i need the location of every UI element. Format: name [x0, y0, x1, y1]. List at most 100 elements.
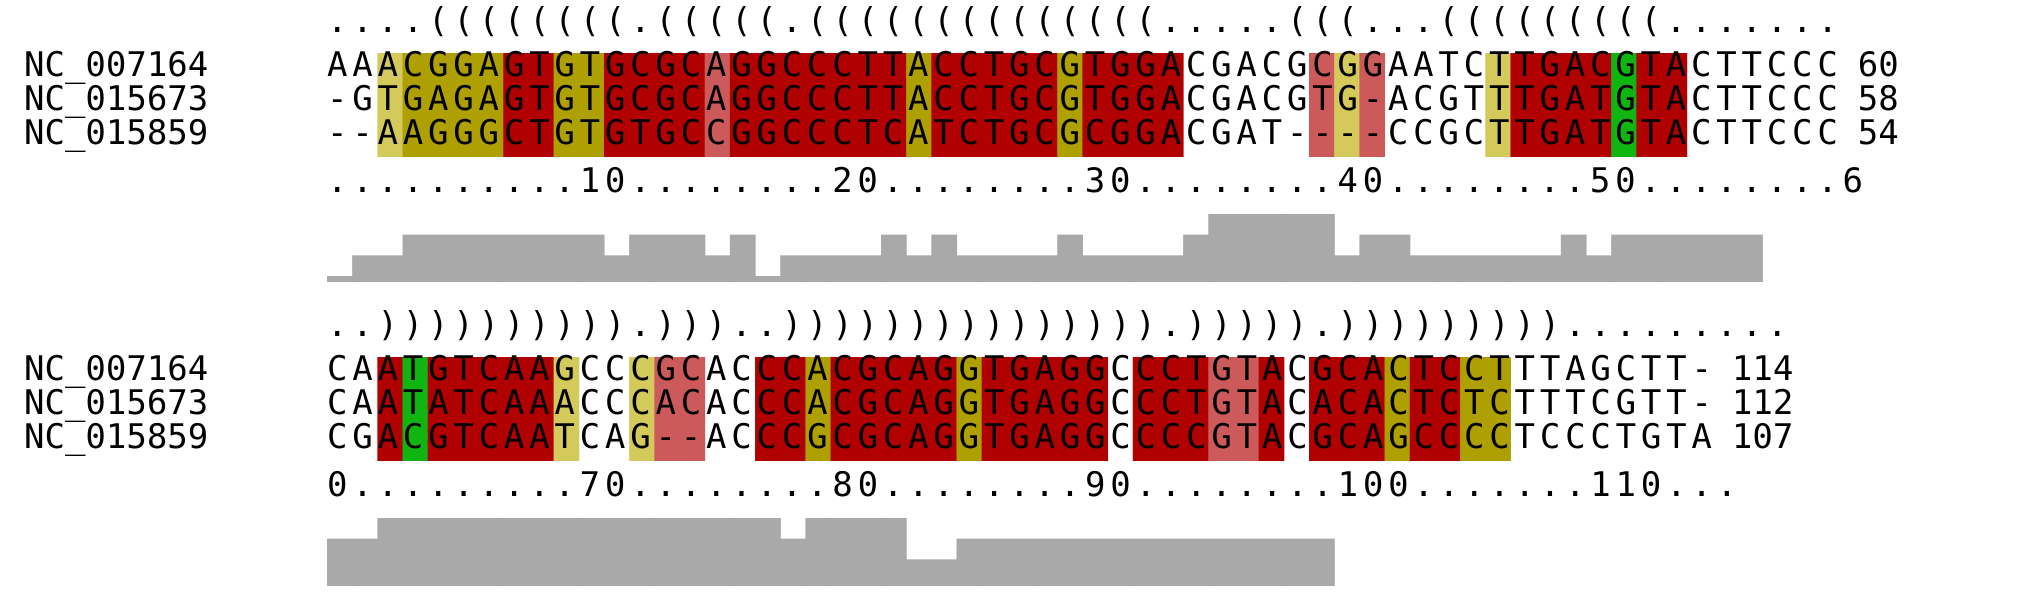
sequence-name: NC_007164: [24, 45, 208, 85]
conservation-bar: [327, 538, 353, 586]
conservation-bar: [1258, 538, 1285, 586]
conservation-cell: [528, 53, 555, 157]
conservation-bar: [830, 518, 857, 586]
conservation-bar: [679, 234, 706, 282]
conservation-cell: [377, 53, 404, 157]
alignment-block-1: NC_007164 60 NC_015673 58 NC_015859 54: [24, 45, 1899, 282]
conservation-bar: [1032, 255, 1058, 282]
conservation-bar: [1006, 538, 1033, 586]
conservation-bar: [1183, 538, 1209, 586]
conservation-cell: [1006, 357, 1033, 461]
conservation-cell: [629, 53, 655, 157]
sequence-name: NC_015673: [24, 383, 208, 423]
sequence-end-position: 58: [1858, 79, 1899, 119]
conservation-cell: [1535, 53, 1562, 157]
conservation-bar: [1006, 255, 1033, 282]
conservation-bar: [704, 518, 731, 586]
conservation-bar: [452, 234, 479, 282]
conservation-bar: [1132, 538, 1159, 586]
conservation-cell: [654, 357, 681, 461]
conservation-bar: [629, 234, 655, 282]
conservation-cell: [780, 357, 806, 461]
conservation-bar: [931, 234, 958, 282]
conservation-cell: [377, 357, 404, 461]
conservation-bar: [629, 518, 655, 586]
conservation-bar: [1309, 538, 1335, 586]
conservation-bar: [1082, 255, 1109, 282]
sequence-end-position: 114: [1732, 349, 1793, 389]
conservation-cell: [503, 53, 529, 157]
conservation-cell: [528, 357, 555, 461]
conservation-bar: [402, 518, 429, 586]
conservation-cell: [1359, 357, 1386, 461]
conservation-bar: [478, 234, 504, 282]
position-ruler: 0.........70........80........90........…: [327, 465, 1737, 505]
conservation-cell: [931, 53, 957, 157]
conservation-cell: [906, 53, 932, 157]
conservation-bar: [956, 255, 983, 282]
conservation-bar: [1057, 234, 1083, 282]
conservation-cell: [805, 53, 832, 157]
conservation-cell: [679, 53, 706, 157]
conservation-bar: [528, 518, 555, 586]
conservation-bar: [780, 255, 807, 282]
sequence-end-position: 107: [1732, 417, 1793, 457]
conservation-cell: [1560, 53, 1587, 157]
sequence-end-position: 112: [1732, 383, 1793, 423]
conservation-bar: [327, 276, 353, 282]
conservation-cell: [755, 53, 781, 157]
conservation-bar: [906, 255, 932, 282]
conservation-bar: [553, 518, 580, 586]
conservation-bar: [679, 518, 706, 586]
conservation-cell: [1258, 357, 1285, 461]
conservation-cell: [1409, 357, 1436, 461]
conservation-bar: [906, 559, 932, 586]
conservation-cell: [729, 53, 756, 157]
conservation-cell: [1434, 357, 1461, 461]
conservation-bar: [729, 234, 756, 282]
conservation-cell: [1006, 53, 1033, 157]
conservation-cell: [1611, 53, 1637, 157]
conservation-bar: [1233, 538, 1260, 586]
conservation-bar: [880, 234, 907, 282]
conservation-cell: [1157, 53, 1184, 157]
conservation-cell: [981, 53, 1008, 157]
conservation-cell: [1309, 357, 1335, 461]
conservation-bar: [1283, 214, 1310, 282]
sequence-name: NC_007164: [24, 349, 208, 389]
conservation-bar: [427, 518, 454, 586]
conservation-cell: [1510, 53, 1537, 157]
conservation-cell: [1032, 357, 1058, 461]
conservation-bar: [855, 518, 882, 586]
conservation-cell: [553, 357, 580, 461]
conservation-bar: [402, 234, 429, 282]
conservation-bar: [654, 234, 681, 282]
conservation-bar: [1535, 255, 1562, 282]
conservation-bar: [1711, 234, 1738, 282]
conservation-histogram: [327, 518, 1335, 586]
conservation-bar: [1586, 255, 1612, 282]
conservation-bar: [1107, 538, 1134, 586]
conservation-cell: [956, 357, 983, 461]
sequence-name: NC_015859: [24, 113, 208, 153]
conservation-bar: [1409, 255, 1436, 282]
conservation-cell: [755, 357, 781, 461]
conservation-cell: [830, 53, 857, 157]
conservation-bar: [1208, 538, 1235, 586]
conservation-cell: [931, 357, 957, 461]
structure-line: ..)))))))))).)))..))))))))))))))).))))).…: [327, 305, 1787, 345]
conservation-bar: [1661, 234, 1688, 282]
conservation-cell: [956, 53, 983, 157]
conservation-cell: [1485, 357, 1511, 461]
conservation-bar: [352, 255, 378, 282]
conservation-cell: [704, 53, 731, 157]
conservation-cell: [1107, 53, 1134, 157]
conservation-cell: [427, 357, 454, 461]
conservation-bar: [578, 518, 605, 586]
conservation-cell: [1661, 53, 1688, 157]
conservation-cell: [1384, 357, 1411, 461]
conservation-cell: [1132, 53, 1159, 157]
conservation-cell: [1208, 357, 1234, 461]
conservation-cell: [402, 53, 429, 157]
